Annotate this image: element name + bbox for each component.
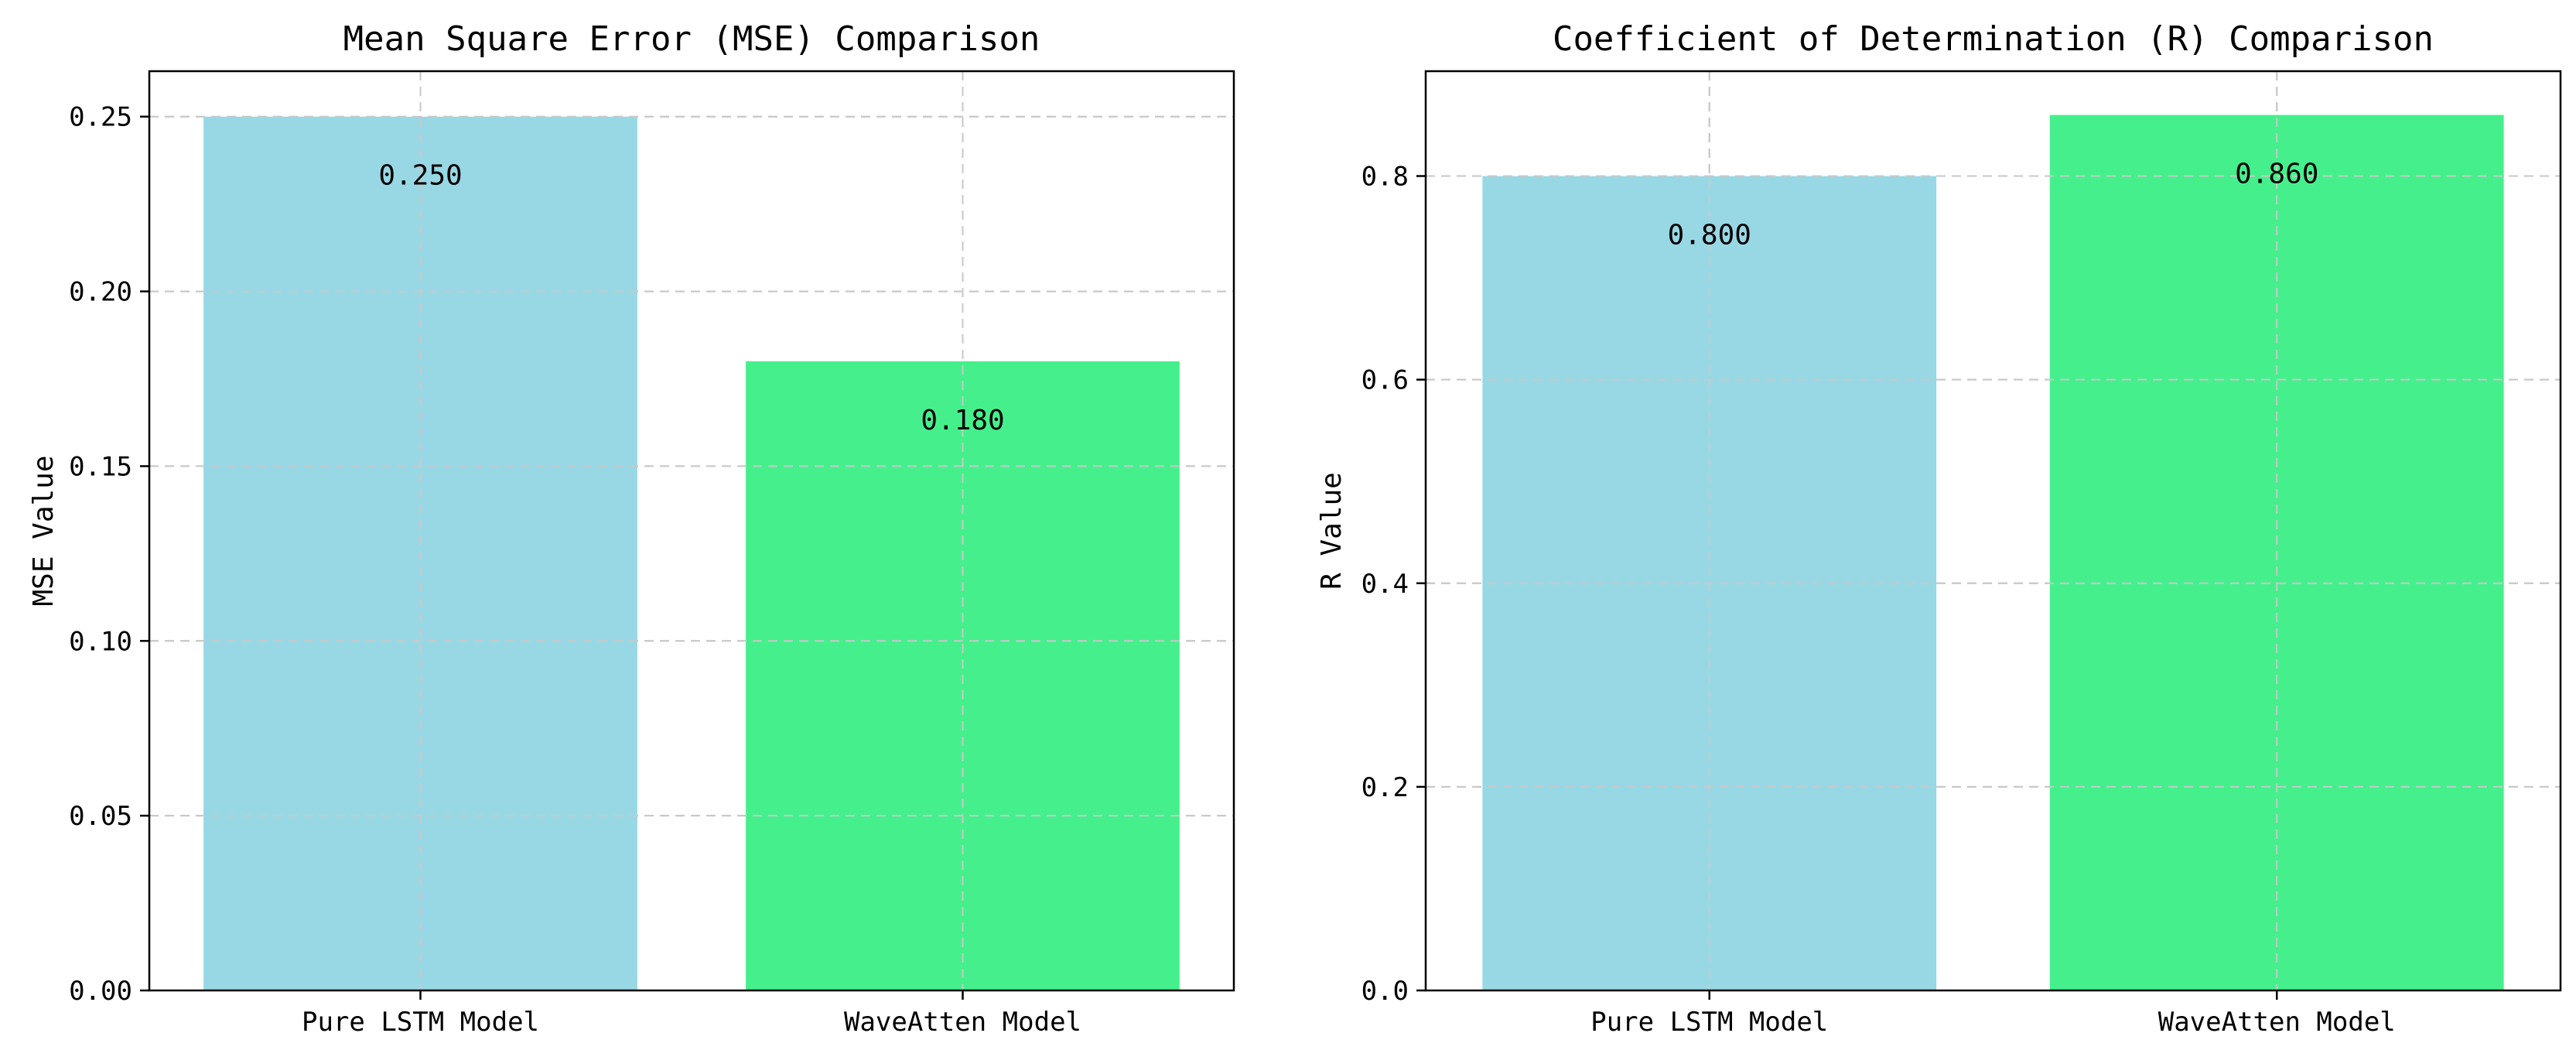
y-tick-label: 0.00 [69,976,132,1007]
y-tick-label: 0.20 [69,277,132,308]
x-tick-label: WaveAtten Model [844,1007,1081,1038]
bar-value-label: 0.800 [1668,220,1751,251]
chart-title: Coefficient of Determination (R) Compari… [1553,19,2434,59]
r-chart: 0.800 0.860 0.0 0.2 0.4 0.6 0.8 Pure LSTM Model… [1316,19,2562,1038]
bar-value-label: 0.180 [921,405,1004,436]
y-axis-label: MSE Value [28,455,60,606]
y-tick-label: 0.2 [1361,772,1409,803]
x-tick-label: Pure LSTM Model [1590,1007,1828,1038]
y-tick-label: 0.05 [69,801,132,832]
x-tick-label: Pure LSTM Model [302,1007,539,1038]
plot-frame [148,70,1235,992]
bar-value-label: 0.250 [378,160,462,192]
y-axis-label: R Value [1316,472,1348,590]
bar-value-label: 0.860 [2235,159,2318,190]
mse-chart: 0.250 0.180 0.00 0.05 0.10 0.15 0.20 0.25 Pure L… [28,19,1235,1038]
x-tick-label: WaveAtten Model [2158,1007,2396,1038]
y-tick-label: 0.15 [69,451,132,482]
y-tick-label: 0.4 [1361,569,1409,600]
y-tick-label: 0.8 [1361,162,1409,193]
y-tick-label: 0.25 [69,102,132,133]
y-tick-label: 0.10 [69,626,132,657]
chart-title: Mean Square Error (MSE) Comparison [343,19,1040,59]
y-tick-label: 0.0 [1361,976,1409,1007]
plot-frame [1424,70,2562,992]
y-tick-label: 0.6 [1361,365,1409,396]
